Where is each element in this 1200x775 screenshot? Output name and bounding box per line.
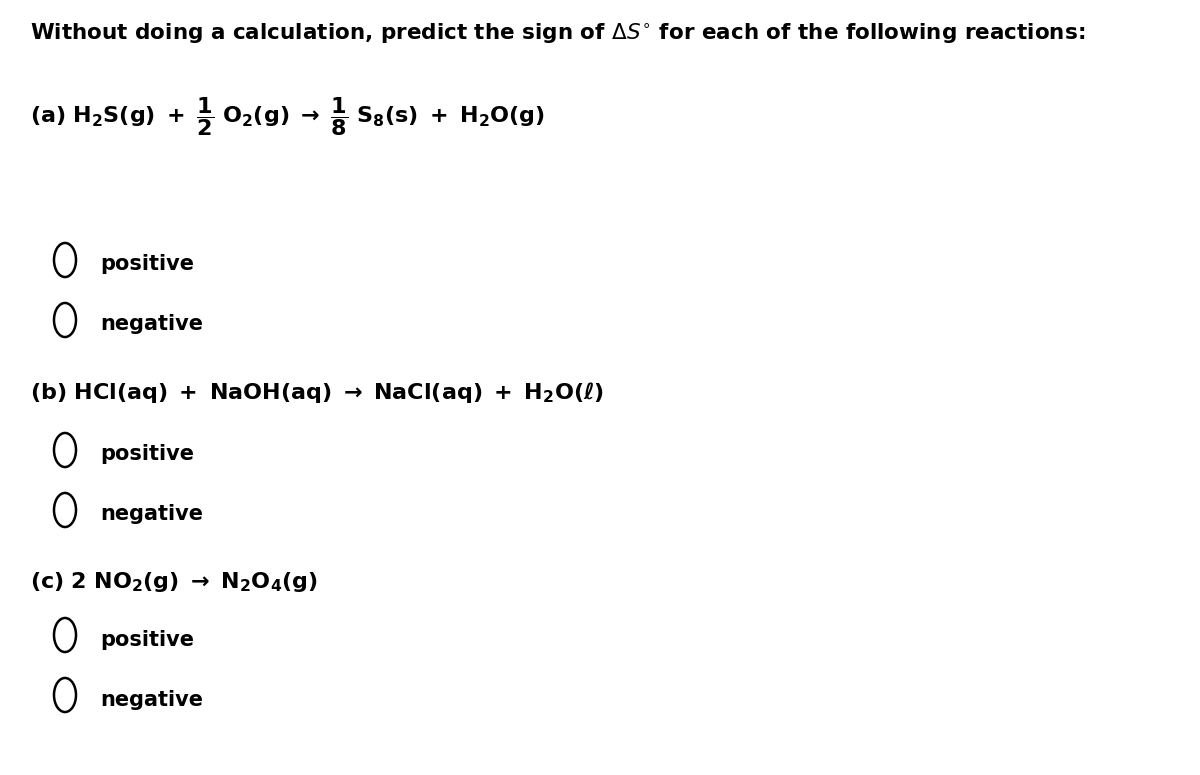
Text: negative: negative <box>100 690 203 709</box>
Text: negative: negative <box>100 315 203 335</box>
Text: Without doing a calculation, predict the sign of $\Delta S^{\circ}$ for each of : Without doing a calculation, predict the… <box>30 22 1085 46</box>
Text: $\mathbf{(b)\ HCl(aq)\ +\ NaOH(aq)\ \rightarrow\ NaCl(aq)\ +\ H_2O(\ell)}$: $\mathbf{(b)\ HCl(aq)\ +\ NaOH(aq)\ \rig… <box>30 380 604 405</box>
Text: positive: positive <box>100 629 194 649</box>
Text: positive: positive <box>100 445 194 464</box>
Text: negative: negative <box>100 505 203 525</box>
Text: positive: positive <box>100 254 194 274</box>
Text: $\mathbf{(c)\ 2\ NO_2(g)\ \rightarrow\ N_2O_4(g)}$: $\mathbf{(c)\ 2\ NO_2(g)\ \rightarrow\ N… <box>30 570 318 594</box>
Text: $\mathbf{(a)\ H_2S(g)\ +\ \dfrac{1}{2}\ O_2(g)\ \rightarrow\ \dfrac{1}{8}\ S_8(s: $\mathbf{(a)\ H_2S(g)\ +\ \dfrac{1}{2}\ … <box>30 95 545 138</box>
